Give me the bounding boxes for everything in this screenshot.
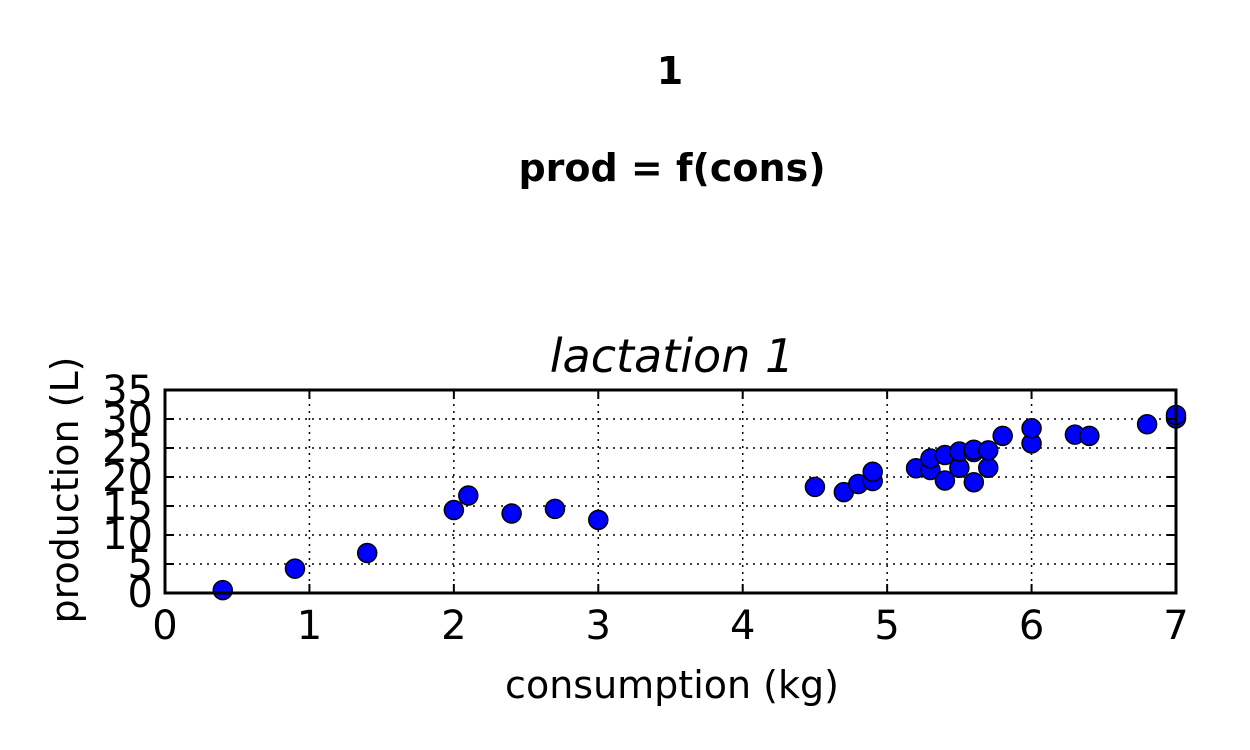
x-tick-label: 7 [1163,603,1188,649]
x-tick-label: 6 [1019,603,1044,649]
data-point [212,579,234,601]
x-tick-label: 0 [152,603,177,649]
data-point [1021,418,1042,439]
y-axis-label: production (L) [43,357,87,624]
data-point [977,457,999,478]
data-point [992,425,1013,447]
y-tick-label: 5 [128,542,153,588]
grid-lines [165,390,1176,593]
y-tick-label: 25 [102,426,153,472]
data-point [963,471,985,493]
chart-title: lactation 1 [550,329,795,383]
x-tick-label: 3 [586,603,611,649]
data-point [804,476,826,498]
y-tick-label: 10 [102,513,153,559]
y-tick-label: 15 [102,484,153,530]
x-tick-label: 2 [441,603,466,649]
data-point [862,461,883,483]
y-tick-label: 35 [102,368,153,414]
suptitle-line-2: prod = f(cons) [518,146,825,190]
x-axis-label: consumption (kg) [505,663,839,707]
data-point [284,558,306,579]
suptitle-line-1: 1 [657,49,683,93]
y-tick-label: 20 [102,455,153,501]
data-point [588,509,609,531]
data-point [443,499,465,521]
data-point [977,440,999,461]
data-point [356,542,378,564]
x-tick-label: 1 [297,603,322,649]
data-point [1136,413,1158,435]
y-tick-label: 0 [128,571,153,617]
data-point [1079,425,1100,447]
scatter-points [212,404,1187,601]
data-point [501,503,522,524]
plot-frame [163,388,1178,595]
data-point [934,470,956,491]
x-tick-label: 4 [730,603,755,649]
data-point [458,485,479,506]
data-point [544,498,566,520]
x-tick-label: 5 [874,603,899,649]
y-tick-label: 30 [102,397,153,443]
